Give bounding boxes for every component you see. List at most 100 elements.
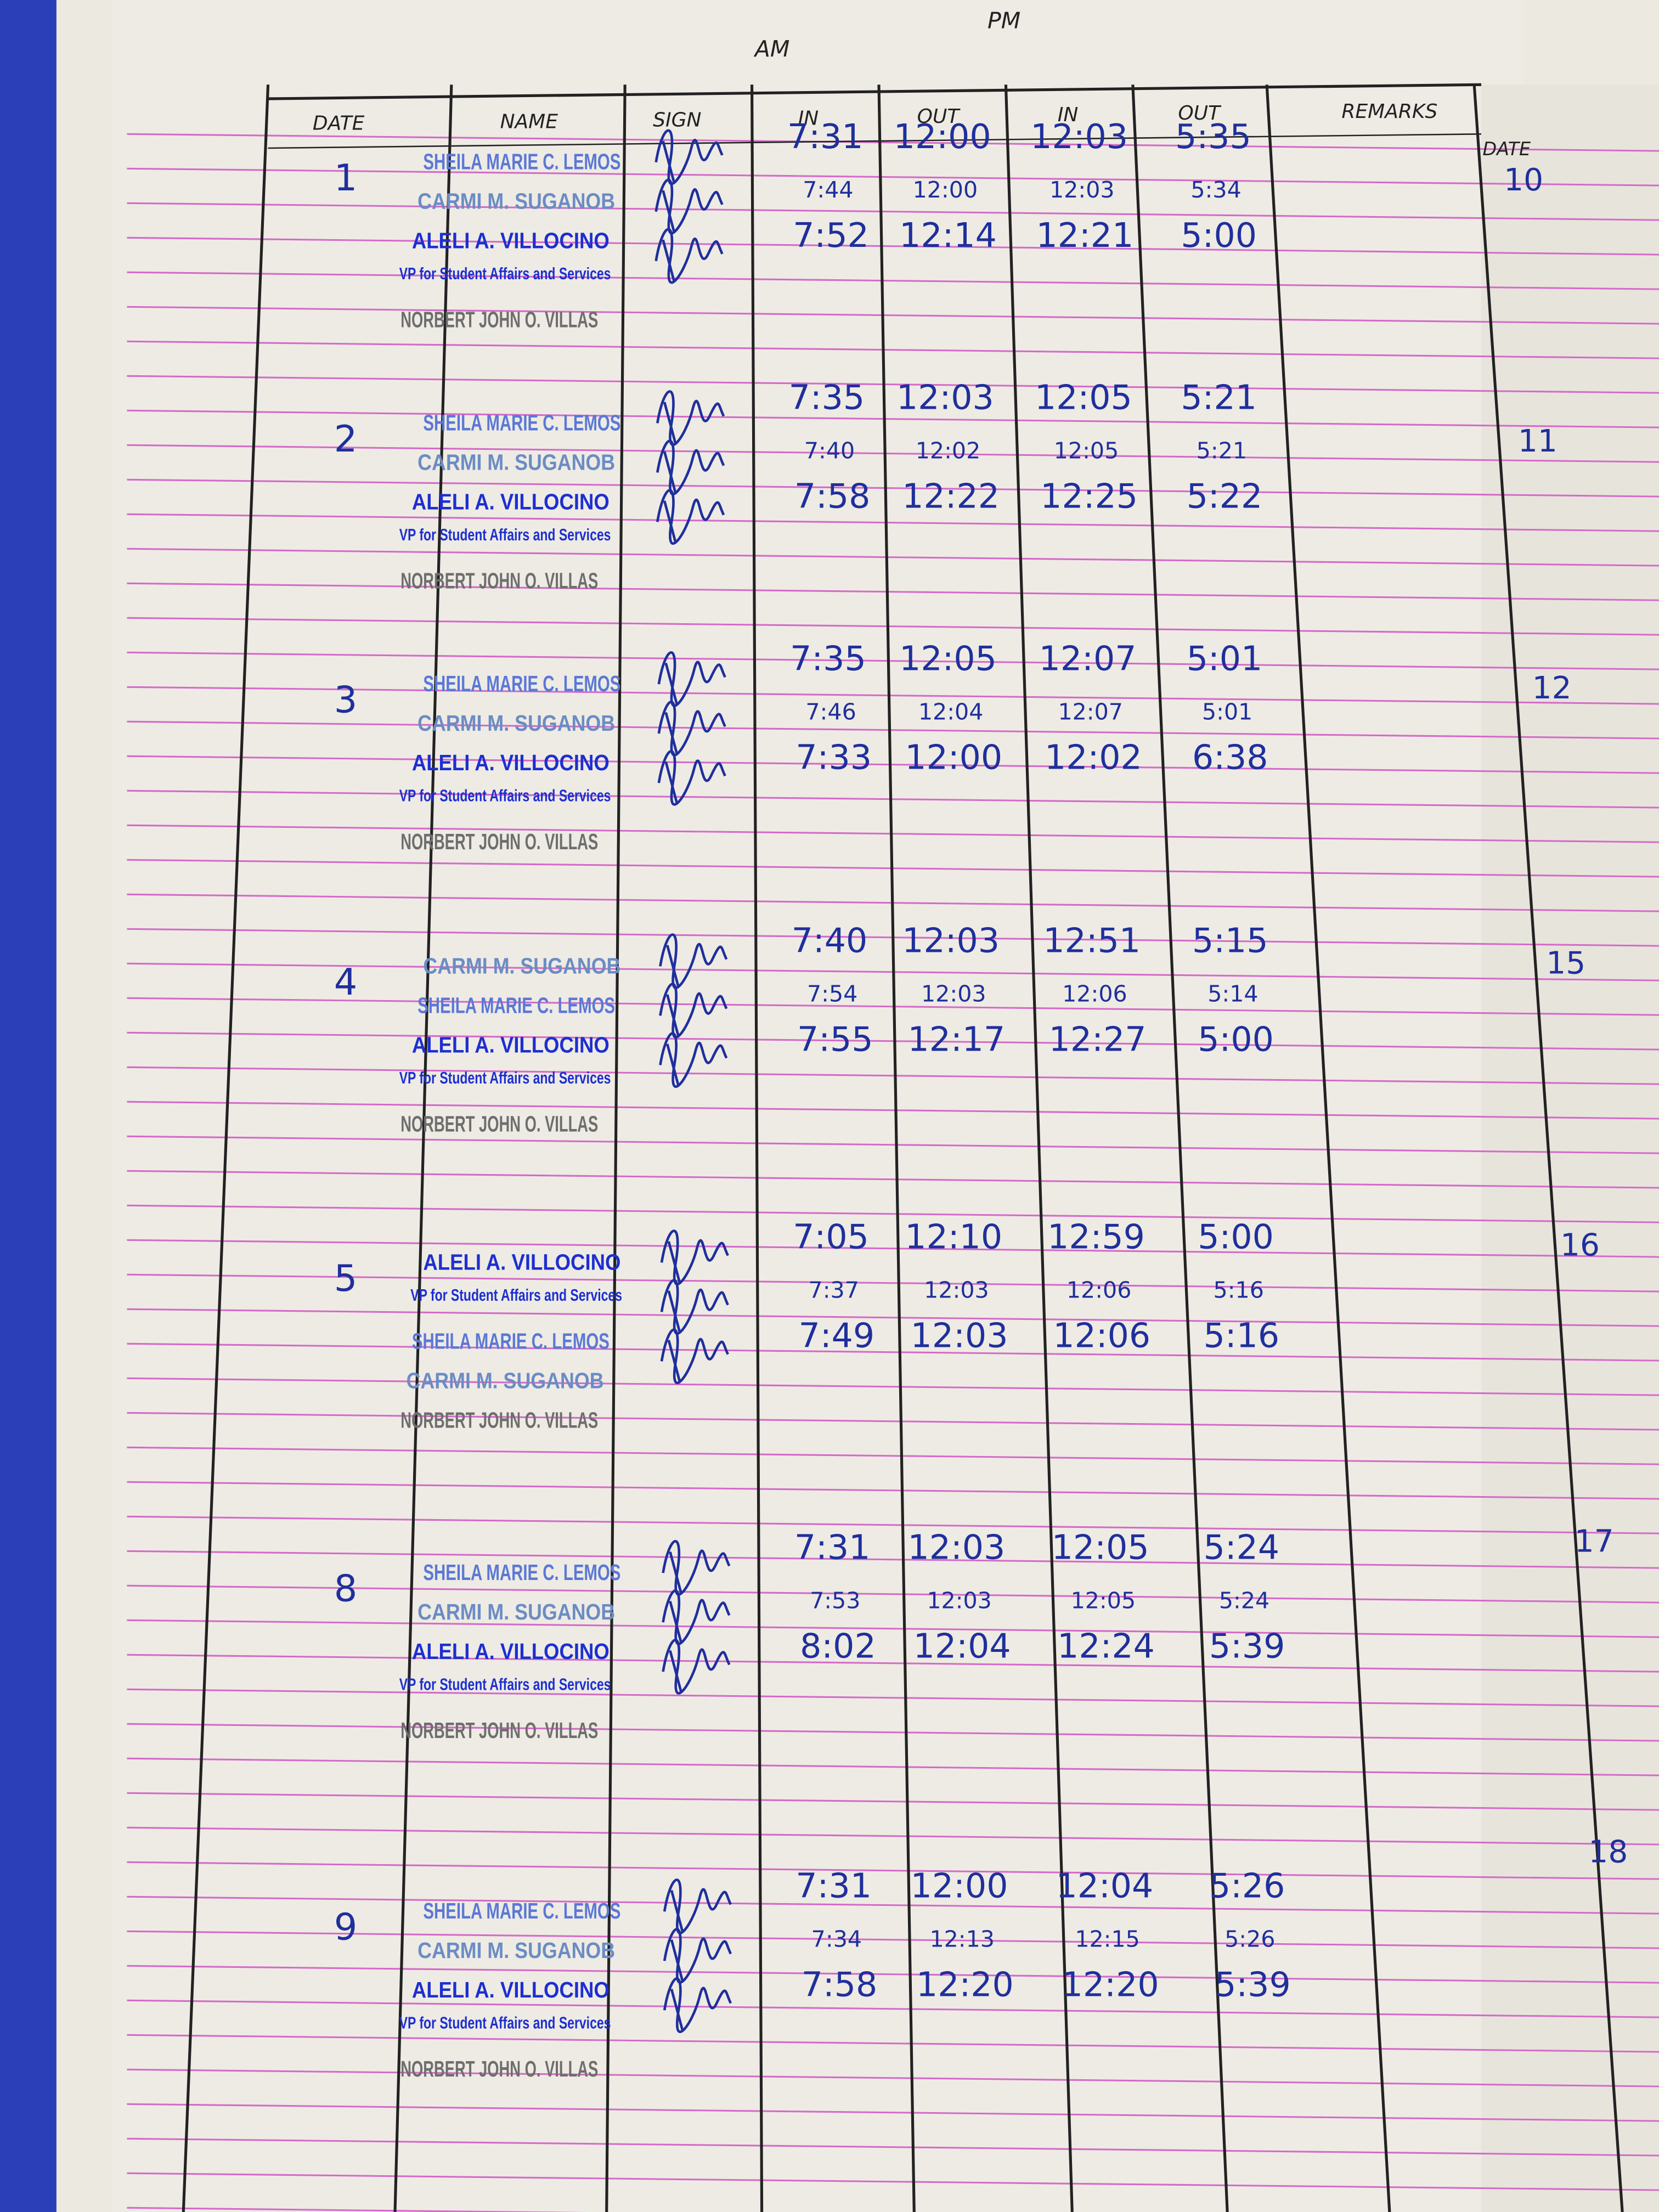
next-date: 11 bbox=[1518, 423, 1558, 459]
entry: 1 SHEILA MARIE C. LEMOS CARMI M. SUGANOB AL… bbox=[334, 117, 1257, 332]
ruled-line bbox=[127, 1412, 1659, 1431]
ruled-line bbox=[127, 2137, 1659, 2157]
ruled-line bbox=[127, 1757, 1659, 1776]
time-entry: 6:38 bbox=[1192, 737, 1268, 777]
ruled-line bbox=[127, 755, 1659, 774]
ruled-line bbox=[127, 1308, 1659, 1327]
column-header: NAME bbox=[500, 110, 558, 133]
ruled-line bbox=[127, 1239, 1659, 1258]
ruled-line bbox=[127, 1826, 1659, 1846]
signature bbox=[662, 1539, 731, 1596]
time-entry: 12:25 bbox=[1040, 477, 1138, 516]
time-entry: 12:10 bbox=[905, 1217, 1002, 1257]
entries: 1 SHEILA MARIE C. LEMOS CARMI M. SUGANOB AL… bbox=[334, 117, 1291, 2081]
column-line bbox=[1004, 84, 1074, 2212]
name-stamp: ALELI A. VILLOCINO bbox=[412, 1639, 610, 1664]
ruled-line bbox=[127, 720, 1659, 740]
time-entry: 7:40 bbox=[804, 438, 855, 464]
time-entry: 5:00 bbox=[1198, 1217, 1274, 1257]
time-entry: 5:01 bbox=[1187, 639, 1263, 678]
ruled-line bbox=[127, 1515, 1659, 1534]
signature bbox=[656, 489, 725, 545]
signature bbox=[660, 1328, 729, 1385]
entry: 4 CARMI M. SUGANOB SHEILA MARIE C. LEMOS AL… bbox=[334, 921, 1274, 1137]
ruled-line bbox=[127, 1688, 1659, 1707]
ruled-line bbox=[127, 2172, 1659, 2191]
name-stamp: VP for Student Affairs and Services bbox=[410, 1285, 622, 1305]
signature bbox=[657, 700, 726, 757]
ruled-line bbox=[127, 1895, 1659, 1915]
time-entry: 12:05 bbox=[1035, 378, 1132, 417]
time-entry: 7:31 bbox=[795, 1866, 872, 1906]
time-entry: 12:00 bbox=[894, 117, 991, 156]
name-stamp: SHEILA MARIE C. LEMOS bbox=[423, 1560, 620, 1585]
ruled-line bbox=[127, 478, 1659, 498]
ruled-line bbox=[127, 686, 1659, 705]
time-entry: 12:15 bbox=[1075, 1926, 1140, 1953]
time-entry: 7:37 bbox=[809, 1277, 859, 1304]
signature bbox=[656, 390, 725, 447]
name-stamp: VP for Student Affairs and Services bbox=[399, 1675, 611, 1694]
name-stamp: VP for Student Affairs and Services bbox=[399, 264, 611, 283]
time-entry: 7:46 bbox=[805, 698, 856, 725]
time-entry: 12:05 bbox=[899, 639, 997, 678]
name-stamp: CARMI M. SUGANOB bbox=[417, 1599, 615, 1624]
time-entry: 12:03 bbox=[1049, 177, 1115, 203]
entry: 9 SHEILA MARIE C. LEMOS CARMI M. SUGANOB AL… bbox=[334, 1866, 1291, 2082]
ruled-line bbox=[127, 824, 1659, 843]
time-entry: 12:07 bbox=[1058, 698, 1123, 725]
time-entry: 12:03 bbox=[896, 378, 994, 417]
name-stamp: CARMI M. SUGANOB bbox=[417, 1938, 615, 1963]
name-stamp: SHEILA MARIE C. LEMOS bbox=[423, 410, 620, 435]
time-entry: 12:03 bbox=[924, 1277, 989, 1304]
time-entry: 5:24 bbox=[1204, 1527, 1280, 1567]
signature bbox=[659, 1032, 728, 1088]
header-rule bbox=[268, 83, 1482, 100]
name-stamp: CARMI M. SUGANOB bbox=[417, 189, 615, 214]
ruled-line bbox=[127, 444, 1659, 463]
time-entry: 12:00 bbox=[911, 1866, 1008, 1906]
ruled-line bbox=[127, 1066, 1659, 1085]
ruled-line bbox=[127, 1930, 1659, 1949]
time-entry: 12:06 bbox=[1062, 981, 1127, 1007]
name-stamp: NORBERT JOHN O. VILLAS bbox=[400, 568, 598, 593]
time-entry: 5:21 bbox=[1197, 438, 1247, 464]
ruled-line bbox=[127, 2103, 1659, 2122]
ruled-line bbox=[127, 409, 1659, 428]
time-entry: 12:03 bbox=[927, 1587, 992, 1613]
ruled-line bbox=[127, 1342, 1659, 1362]
entry-date: 5 bbox=[334, 1257, 358, 1300]
entry: 8 SHEILA MARIE C. LEMOS CARMI M. SUGANOB AL… bbox=[334, 1527, 1285, 1743]
time-entry: 5:39 bbox=[1209, 1626, 1285, 1666]
pm-label: PM bbox=[988, 7, 1020, 33]
ruled-line bbox=[127, 548, 1659, 567]
time-entry: 5:01 bbox=[1202, 698, 1252, 725]
time-entry: 7:49 bbox=[799, 1316, 875, 1356]
time-entry: 12:13 bbox=[929, 1926, 995, 1953]
name-stamp: CARMI M. SUGANOB bbox=[417, 710, 615, 736]
time-entry: 12:05 bbox=[1071, 1587, 1136, 1613]
name-stamp: NORBERT JOHN O. VILLAS bbox=[400, 1718, 598, 1743]
ruled-line bbox=[127, 1584, 1659, 1604]
name-stamp: SHEILA MARIE C. LEMOS bbox=[423, 671, 620, 696]
time-entry: 12:03 bbox=[902, 921, 1000, 961]
signature bbox=[663, 1878, 732, 1934]
ruled-line bbox=[127, 133, 1659, 152]
time-entry: 12:05 bbox=[1054, 438, 1119, 464]
time-entry: 12:04 bbox=[918, 698, 984, 725]
time-entry: 7:33 bbox=[795, 737, 872, 777]
ruled-line bbox=[127, 1723, 1659, 1742]
column-line bbox=[393, 84, 453, 2212]
ruled-line bbox=[127, 375, 1659, 394]
time-entry: 12:03 bbox=[1030, 117, 1128, 156]
time-entry: 12:24 bbox=[1057, 1626, 1155, 1666]
column-line bbox=[877, 84, 916, 2212]
column-lines bbox=[182, 84, 1624, 2212]
time-entry: 12:04 bbox=[1056, 1866, 1154, 1906]
signature bbox=[659, 983, 728, 1039]
signature bbox=[663, 1977, 732, 2033]
ruled-line bbox=[127, 1031, 1659, 1051]
